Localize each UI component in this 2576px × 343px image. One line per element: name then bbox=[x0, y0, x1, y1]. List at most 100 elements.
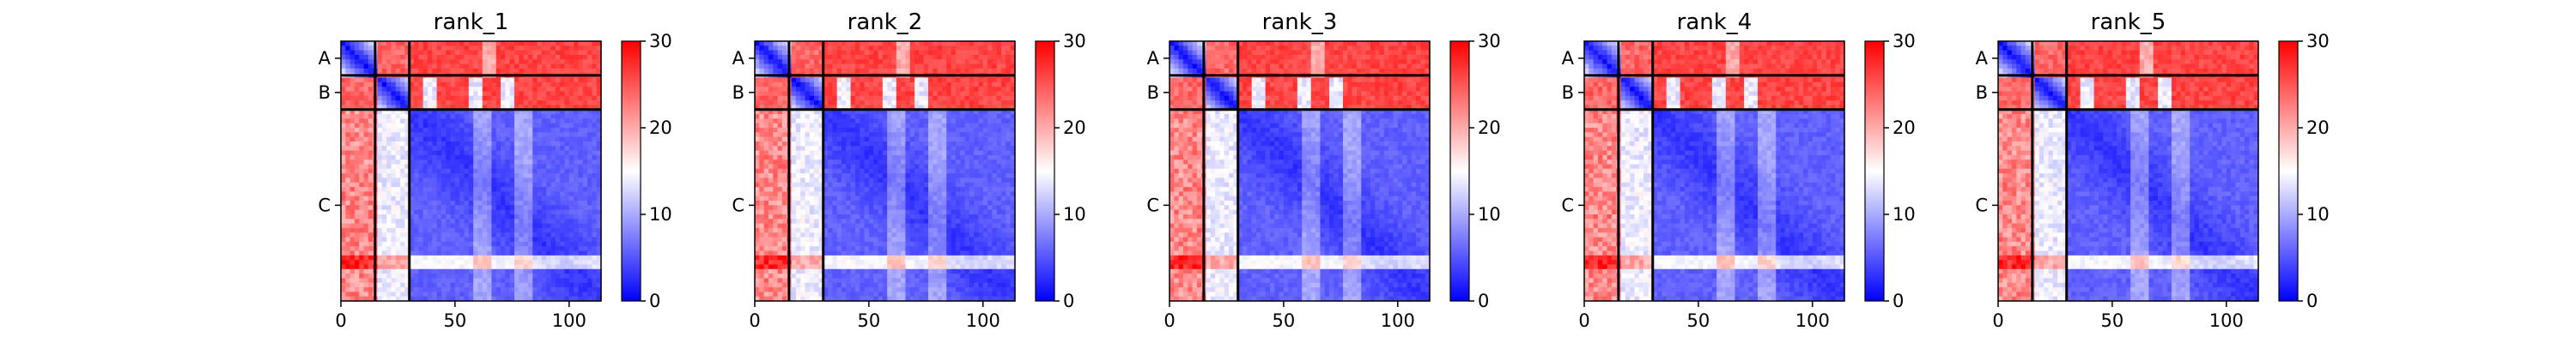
heatmap-cell bbox=[514, 132, 519, 138]
heatmap-cell bbox=[800, 50, 806, 56]
heatmap-cell bbox=[418, 246, 424, 252]
heatmap-cell bbox=[450, 268, 456, 274]
heatmap-cell bbox=[818, 154, 824, 160]
heatmap-cell bbox=[440, 114, 447, 119]
heatmap-cell bbox=[914, 141, 920, 147]
heatmap-cell bbox=[450, 292, 456, 298]
heatmap-cell bbox=[964, 100, 970, 106]
heatmap-cell bbox=[345, 274, 351, 280]
heatmap-cell bbox=[992, 164, 998, 170]
heatmap-cell bbox=[818, 54, 824, 60]
heatmap-cell bbox=[454, 196, 460, 202]
heatmap-cell bbox=[873, 100, 879, 106]
heatmap-cell bbox=[501, 168, 506, 174]
heatmap-cell bbox=[982, 59, 988, 65]
heatmap-cell bbox=[345, 178, 351, 184]
heatmap-cell bbox=[1005, 54, 1012, 60]
heatmap-cell bbox=[1001, 109, 1006, 115]
heatmap-cell bbox=[446, 150, 452, 156]
heatmap-cell bbox=[823, 173, 829, 179]
heatmap-cell bbox=[501, 201, 506, 206]
heatmap-cell bbox=[422, 168, 428, 174]
heatmap-cell bbox=[928, 59, 933, 65]
heatmap-cell bbox=[550, 150, 556, 156]
heatmap-cell bbox=[1010, 136, 1016, 142]
heatmap-cell bbox=[345, 63, 351, 69]
heatmap-cell bbox=[969, 45, 975, 51]
heatmap-cell bbox=[937, 81, 943, 87]
heatmap-cell bbox=[574, 168, 580, 174]
heatmap-cell bbox=[978, 136, 984, 142]
heatmap-cell bbox=[759, 118, 765, 124]
heatmap-cell bbox=[414, 91, 419, 97]
heatmap-cell bbox=[937, 63, 943, 69]
heatmap-cell bbox=[928, 164, 933, 170]
heatmap-cell bbox=[873, 168, 879, 174]
heatmap-cell bbox=[854, 141, 860, 147]
heatmap-cell bbox=[450, 164, 456, 170]
heatmap-cell bbox=[974, 150, 980, 156]
heatmap-cell bbox=[914, 77, 920, 83]
heatmap-cell bbox=[414, 77, 419, 83]
heatmap-cell bbox=[409, 214, 415, 220]
heatmap-cell bbox=[755, 87, 760, 93]
heatmap-cell bbox=[937, 173, 943, 179]
heatmap-cell bbox=[814, 45, 820, 51]
heatmap-cell bbox=[923, 77, 929, 83]
heatmap-cell bbox=[345, 150, 351, 156]
heatmap-cell bbox=[882, 91, 888, 97]
heatmap-cell bbox=[477, 136, 483, 142]
heatmap-cell bbox=[391, 128, 397, 133]
heatmap-cell bbox=[468, 150, 474, 156]
heatmap-cell bbox=[509, 128, 515, 133]
heatmap-cell bbox=[527, 250, 533, 256]
heatmap-cell bbox=[454, 150, 460, 156]
heatmap-cell bbox=[592, 168, 598, 174]
heatmap-cell bbox=[992, 77, 998, 83]
heatmap-cell bbox=[464, 227, 470, 233]
heatmap-cell bbox=[996, 173, 1002, 179]
heatmap-cell bbox=[546, 260, 552, 266]
heatmap-cell bbox=[964, 50, 970, 56]
heatmap-cell bbox=[891, 132, 897, 138]
heatmap-cell bbox=[532, 118, 538, 124]
heatmap-cell bbox=[450, 205, 456, 211]
heatmap-cell bbox=[505, 146, 511, 152]
heatmap-cell bbox=[381, 182, 387, 188]
heatmap-cell bbox=[828, 114, 833, 119]
heatmap-cell bbox=[345, 219, 351, 225]
heatmap-cell bbox=[946, 68, 952, 74]
heatmap-cell bbox=[354, 136, 360, 142]
heatmap-cell bbox=[482, 260, 488, 266]
heatmap-cell bbox=[468, 250, 474, 256]
heatmap-cell bbox=[459, 246, 465, 252]
heatmap-cell bbox=[560, 146, 566, 152]
heatmap-cell bbox=[482, 246, 488, 252]
heatmap-cell bbox=[505, 59, 511, 65]
heatmap-cell bbox=[805, 81, 811, 87]
heatmap-cell bbox=[823, 123, 829, 129]
heatmap-cell bbox=[505, 68, 511, 74]
heatmap-cell bbox=[514, 100, 519, 106]
heatmap-cell bbox=[491, 237, 497, 243]
heatmap-cell bbox=[596, 164, 602, 170]
heatmap-cell bbox=[596, 237, 602, 243]
heatmap-cell bbox=[404, 255, 410, 261]
heatmap-cell bbox=[527, 292, 533, 298]
heatmap-cell bbox=[791, 154, 797, 160]
heatmap-cell bbox=[349, 87, 355, 93]
heatmap-cell bbox=[436, 132, 442, 138]
heatmap-cell bbox=[459, 81, 465, 87]
heatmap-cell bbox=[978, 87, 984, 93]
heatmap-cell bbox=[814, 68, 820, 74]
heatmap-cell bbox=[832, 100, 838, 106]
heatmap-cell bbox=[763, 100, 769, 106]
heatmap-cell bbox=[955, 136, 961, 142]
heatmap-cell bbox=[546, 95, 552, 101]
heatmap-cell bbox=[454, 292, 460, 298]
heatmap-cell bbox=[354, 292, 360, 298]
heatmap-cell bbox=[422, 136, 428, 142]
heatmap-cell bbox=[568, 164, 574, 170]
heatmap-cell bbox=[436, 264, 442, 270]
heatmap-cell bbox=[354, 268, 360, 274]
